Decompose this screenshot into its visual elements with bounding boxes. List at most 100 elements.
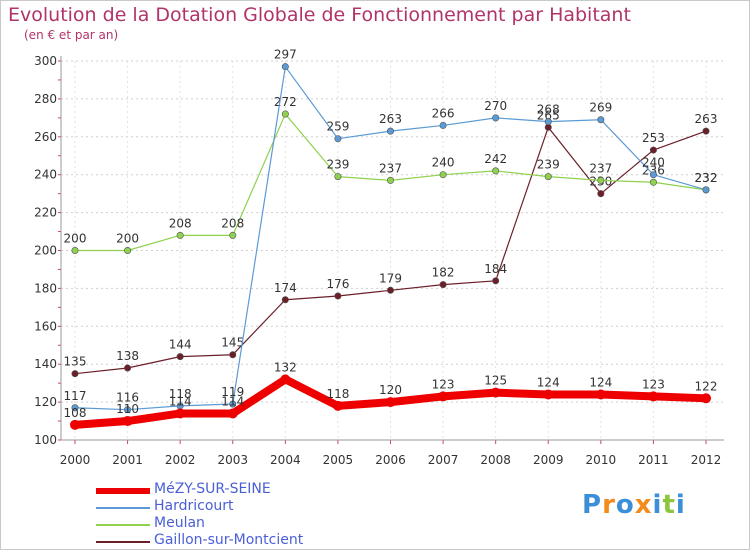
data-point bbox=[701, 393, 711, 404]
data-label: 118 bbox=[169, 387, 192, 401]
data-point bbox=[124, 364, 132, 372]
legend-swatch-gaillon bbox=[96, 541, 150, 543]
data-point bbox=[70, 419, 80, 430]
data-label: 270 bbox=[484, 99, 507, 113]
y-tick-label: 140 bbox=[34, 357, 57, 371]
data-point bbox=[124, 247, 132, 255]
data-label: 265 bbox=[537, 108, 560, 122]
data-point bbox=[439, 281, 447, 289]
logo-letter: t bbox=[662, 490, 676, 520]
data-point bbox=[280, 374, 291, 385]
data-label: 184 bbox=[484, 262, 507, 276]
data-point bbox=[597, 116, 605, 124]
data-label: 266 bbox=[432, 106, 455, 120]
data-label: 125 bbox=[484, 374, 507, 388]
logo-letter: i bbox=[652, 490, 663, 520]
data-point bbox=[71, 370, 79, 378]
data-label: 253 bbox=[642, 131, 665, 145]
data-label: 182 bbox=[432, 266, 455, 280]
legend-swatch-hardricourt bbox=[96, 507, 150, 509]
data-label: 263 bbox=[695, 112, 718, 126]
data-label: 232 bbox=[695, 171, 718, 185]
x-tick-label: 2004 bbox=[270, 453, 301, 467]
logo-letter: o bbox=[615, 490, 635, 520]
x-tick-label: 2011 bbox=[638, 453, 669, 467]
x-tick-label: 2009 bbox=[533, 453, 564, 467]
data-point bbox=[386, 176, 394, 184]
data-label: 114 bbox=[221, 394, 244, 408]
x-tick-label: 2012 bbox=[691, 453, 722, 467]
data-point bbox=[71, 404, 79, 412]
data-label: 269 bbox=[589, 101, 612, 115]
data-label: 123 bbox=[642, 377, 665, 391]
data-label: 200 bbox=[116, 232, 139, 246]
data-label: 108 bbox=[64, 406, 87, 420]
data-label: 120 bbox=[379, 383, 402, 397]
data-label: 208 bbox=[169, 216, 192, 230]
data-point bbox=[124, 406, 132, 414]
legend-label-meulan: Meulan bbox=[154, 515, 205, 531]
data-label: 144 bbox=[169, 338, 192, 352]
x-tick-label: 2002 bbox=[165, 453, 196, 467]
x-tick-label: 2000 bbox=[60, 453, 91, 467]
data-label: 116 bbox=[116, 391, 139, 405]
data-point bbox=[597, 176, 605, 184]
data-label: 208 bbox=[221, 216, 244, 230]
data-point bbox=[649, 171, 657, 179]
logo-letter: r bbox=[602, 490, 616, 520]
data-point bbox=[229, 231, 237, 239]
data-label: 200 bbox=[64, 232, 87, 246]
data-point bbox=[438, 391, 449, 402]
x-tick-label: 2005 bbox=[323, 453, 354, 467]
chart-subtitle: (en € et par an) bbox=[24, 28, 119, 42]
data-point bbox=[595, 389, 606, 400]
chart-title: Evolution de la Dotation Globale de Fonc… bbox=[8, 4, 631, 26]
logo-letter: x bbox=[634, 490, 653, 520]
proxiti-logo: Proxiti bbox=[582, 490, 686, 520]
logo-letter: P bbox=[582, 490, 603, 520]
legend-swatch-mezy bbox=[96, 488, 150, 494]
y-tick-label: 200 bbox=[34, 244, 57, 258]
y-tick-label: 100 bbox=[34, 433, 57, 447]
data-point bbox=[702, 127, 710, 135]
data-point bbox=[544, 173, 552, 181]
data-label: 268 bbox=[537, 103, 560, 117]
data-point bbox=[492, 167, 500, 175]
data-point bbox=[281, 296, 289, 304]
data-point bbox=[648, 391, 659, 402]
data-label: 114 bbox=[169, 394, 192, 408]
x-tick-label: 2003 bbox=[217, 453, 248, 467]
data-point bbox=[544, 118, 552, 126]
data-point bbox=[229, 351, 237, 359]
data-label: 237 bbox=[379, 161, 402, 175]
data-label: 240 bbox=[432, 156, 455, 170]
data-label: 176 bbox=[326, 277, 349, 291]
data-label: 237 bbox=[589, 161, 612, 175]
data-point bbox=[386, 127, 394, 135]
data-label: 119 bbox=[221, 385, 244, 399]
x-tick-label: 2010 bbox=[586, 453, 617, 467]
data-label: 297 bbox=[274, 48, 297, 62]
x-tick-label: 2006 bbox=[375, 453, 406, 467]
data-label: 174 bbox=[274, 281, 297, 295]
data-label: 179 bbox=[379, 271, 402, 285]
data-point bbox=[175, 408, 186, 419]
logo-letter: i bbox=[675, 490, 686, 520]
data-point bbox=[597, 190, 605, 198]
data-label: 118 bbox=[326, 387, 349, 401]
data-point bbox=[229, 400, 237, 408]
y-tick-label: 300 bbox=[34, 54, 57, 68]
x-tick-label: 2001 bbox=[112, 453, 143, 467]
data-point bbox=[490, 387, 501, 398]
y-tick-label: 280 bbox=[34, 92, 57, 106]
data-label: 124 bbox=[589, 376, 612, 390]
data-point bbox=[176, 353, 184, 361]
data-label: 117 bbox=[64, 389, 87, 403]
data-label: 145 bbox=[221, 336, 244, 350]
data-label: 240 bbox=[642, 156, 665, 170]
y-tick-label: 240 bbox=[34, 168, 57, 182]
data-point bbox=[492, 277, 500, 285]
y-tick-label: 120 bbox=[34, 395, 57, 409]
data-point bbox=[334, 135, 342, 143]
data-point bbox=[281, 63, 289, 71]
